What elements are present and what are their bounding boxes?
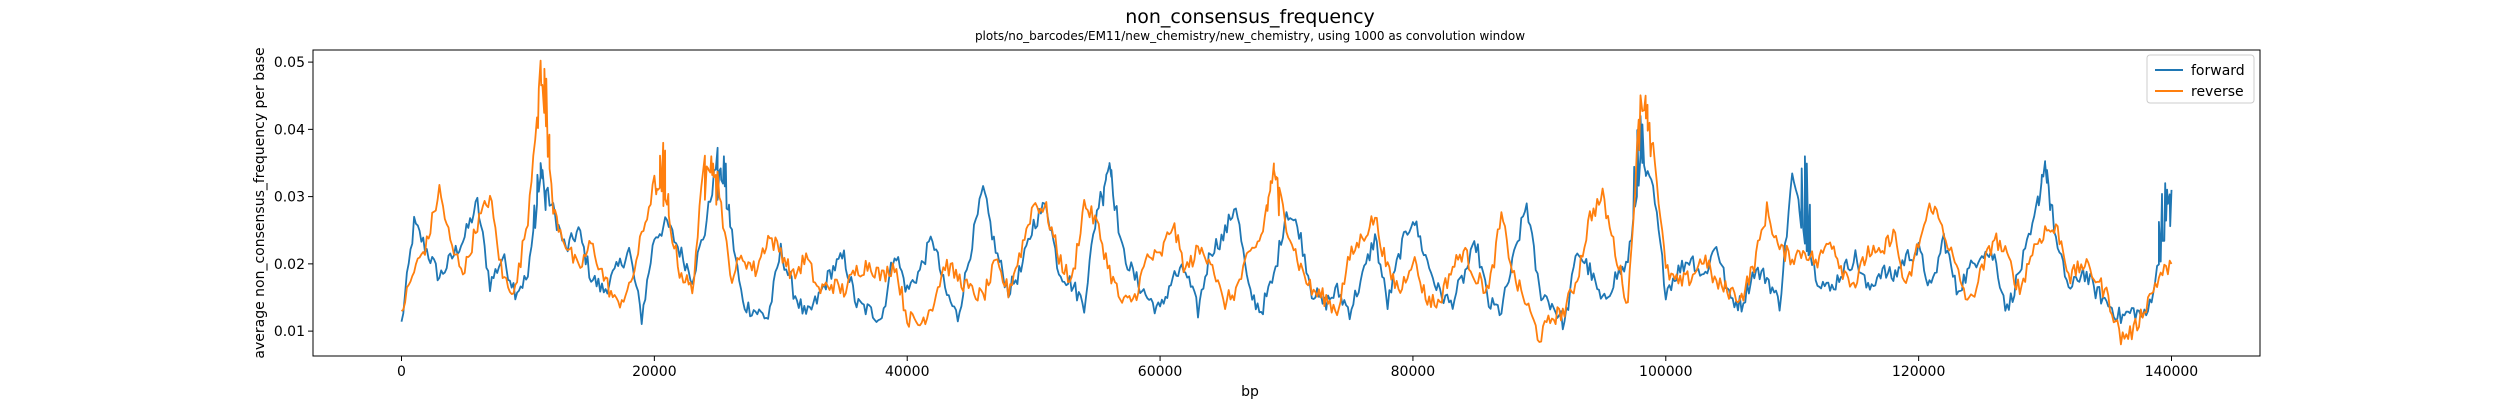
x-tick-label: 100000 (1639, 364, 1692, 380)
y-axis-label: average non_consensus_frequency per base (252, 47, 268, 358)
y-tick-label: 0.03 (274, 190, 305, 206)
x-tick-label: 80000 (1391, 364, 1436, 380)
y-tick-label: 0.01 (274, 324, 305, 340)
plot-frame (312, 49, 2261, 357)
x-tick-label: 60000 (1138, 364, 1183, 380)
x-tick-label: 20000 (632, 364, 677, 380)
chart-title: non_consensus_frequency (1125, 6, 1375, 28)
x-axis-label: bp (1241, 384, 1259, 400)
legend: forward reverse (2146, 54, 2255, 104)
x-tick-label: 40000 (885, 364, 930, 380)
y-tick-label: 0.02 (274, 257, 305, 273)
chart-subtitle: plots/no_barcodes/EM11/new_chemistry/new… (975, 29, 1525, 43)
y-tick-label: 0.05 (274, 55, 305, 71)
legend-label-forward: forward (2191, 63, 2245, 79)
x-tick-label: 140000 (2145, 364, 2198, 380)
x-tick-label: 0 (397, 364, 406, 380)
plot-area: 0 20000 40000 60000 80000 100000 120000 140000 0… (274, 49, 2261, 380)
legend-label-reverse: reverse (2191, 84, 2244, 100)
series-line-forward (400, 115, 2173, 331)
y-tick-label: 0.04 (274, 122, 305, 138)
series-line-reverse (400, 59, 2173, 346)
x-tick-label: 120000 (1892, 364, 1945, 380)
